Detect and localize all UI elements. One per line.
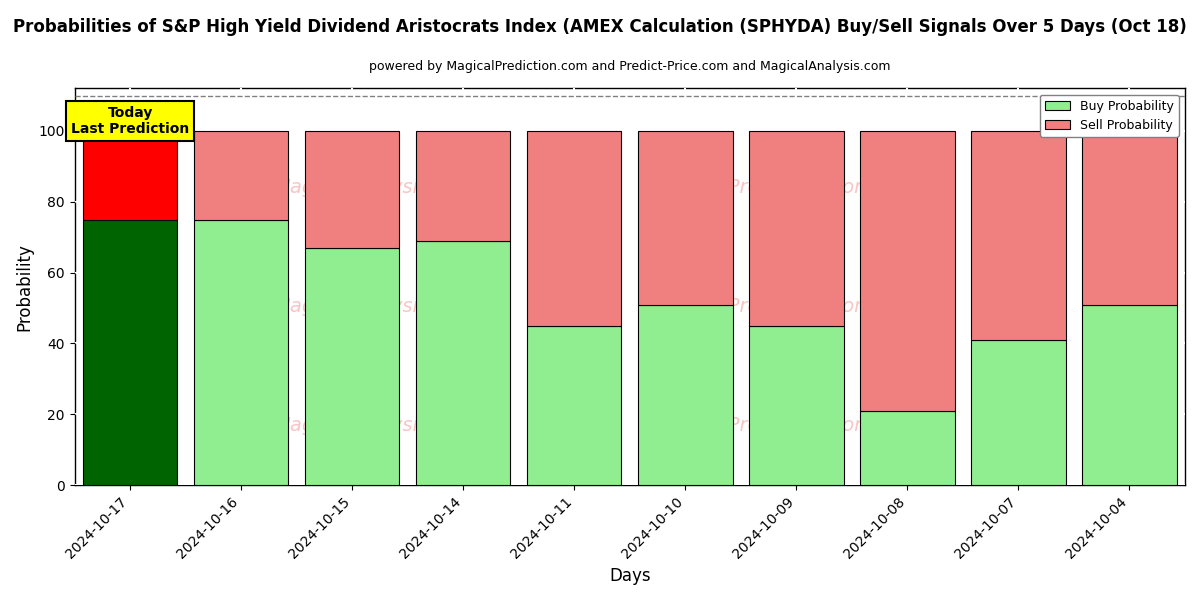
Text: MagicalPrediction.com: MagicalPrediction.com	[653, 178, 874, 197]
Bar	[527, 326, 622, 485]
Text: Probabilities of S&P High Yield Dividend Aristocrats Index (AMEX Calculation (SP: Probabilities of S&P High Yield Dividend…	[13, 18, 1187, 36]
Bar	[194, 220, 288, 485]
Text: MagicalPrediction.com: MagicalPrediction.com	[653, 416, 874, 435]
Bar	[305, 131, 400, 248]
Text: MagicalAnalysis.com: MagicalAnalysis.com	[274, 416, 476, 435]
Bar	[1082, 305, 1177, 485]
Bar	[749, 131, 844, 326]
Y-axis label: Probability: Probability	[16, 243, 34, 331]
Bar	[416, 131, 510, 241]
Text: powered by MagicalPrediction.com and Predict-Price.com and MagicalAnalysis.com: powered by MagicalPrediction.com and Pre…	[370, 59, 890, 73]
Bar	[416, 241, 510, 485]
Legend: Buy Probability, Sell Probability: Buy Probability, Sell Probability	[1040, 95, 1178, 137]
Bar	[83, 220, 178, 485]
Bar	[194, 131, 288, 220]
Bar	[527, 131, 622, 326]
Bar	[971, 131, 1066, 340]
Bar	[860, 131, 955, 411]
Bar	[1082, 131, 1177, 305]
Bar	[638, 305, 732, 485]
Bar	[638, 131, 732, 305]
Bar	[971, 340, 1066, 485]
Text: MagicalAnalysis.com: MagicalAnalysis.com	[274, 297, 476, 316]
Bar	[305, 248, 400, 485]
Bar	[860, 411, 955, 485]
Text: MagicalPrediction.com: MagicalPrediction.com	[653, 297, 874, 316]
Text: Today
Last Prediction: Today Last Prediction	[71, 106, 190, 136]
Bar	[749, 326, 844, 485]
X-axis label: Days: Days	[610, 567, 650, 585]
Bar	[83, 131, 178, 220]
Text: MagicalAnalysis.com: MagicalAnalysis.com	[274, 178, 476, 197]
